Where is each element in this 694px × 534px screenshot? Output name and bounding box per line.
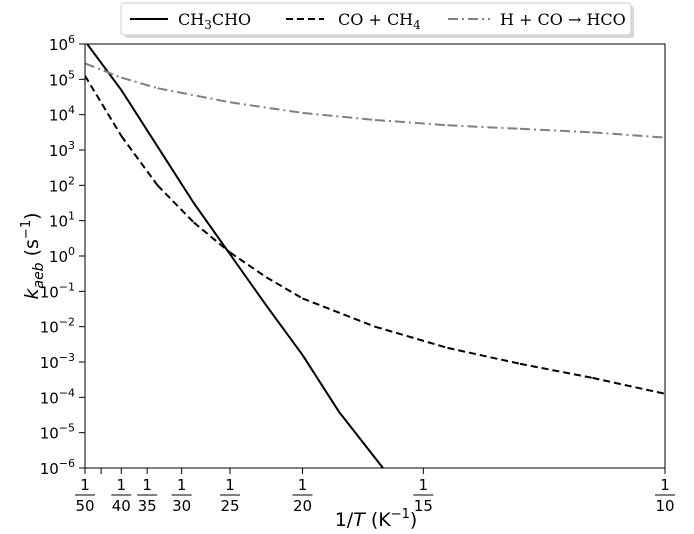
series-segment-ch3cho [192,202,231,255]
series-segment-h-co-hco [229,101,303,114]
series-segment-h-co-hco [519,127,593,134]
y-tick-label: 104 [49,104,75,125]
y-tick-label: 101 [49,210,75,231]
y-tick-label: 102 [49,174,75,195]
series-segment-h-co-hco [302,111,376,121]
y-tick-label: 10−6 [40,457,75,478]
series-segment-ch3cho [156,145,195,204]
x-tick-denominator: 25 [220,497,239,515]
series-segment-h-co-hco [157,87,231,104]
series-segment-co-ch4 [193,221,231,254]
series-segment-co-ch4 [519,362,593,379]
series-segment-ch3cho [337,410,384,468]
series-segment-ch3cho [229,253,268,307]
series-segment-co-ch4 [229,251,267,279]
x-tick-numerator: 1 [116,476,126,494]
y-tick-label: 10−4 [40,386,75,407]
y-tick-label: 10−3 [40,351,75,372]
legend-label-hco: H + CO → HCO [500,10,626,29]
x-tick-numerator: 1 [419,476,429,494]
y-tick-label: 10−2 [40,316,75,337]
y-tick-label: 10−1 [40,280,75,301]
series-lines [85,44,665,468]
series-segment-h-co-hco [120,76,158,90]
series-segment-ch3cho [301,354,340,413]
series-segment-ch3cho [86,44,123,91]
x-tick-denominator: 30 [172,497,191,515]
series-segment-co-ch4 [374,325,448,349]
series-segment-ch3cho [265,304,304,356]
series-segment-h-co-hco [592,131,665,139]
series-segment-co-ch4 [302,297,376,328]
plot-frame [84,43,666,469]
x-tick-numerator: 1 [298,476,308,494]
y-tick-label: 100 [49,245,75,266]
y-tick-label: 10−5 [40,422,75,443]
x-tick-denominator: 10 [655,497,674,515]
x-tick-numerator: 1 [80,476,90,494]
x-tick-numerator: 1 [142,476,152,494]
series-segment-ch3cho [120,89,159,148]
series-segment-co-ch4 [120,135,159,186]
y-tick-label: 103 [49,139,75,160]
legend-box [120,2,632,36]
x-axis-label: 1/T (K−1) [335,507,418,531]
y-tick-label: 105 [49,68,75,89]
y-tick-label: 106 [49,33,75,54]
series-segment-h-co-hco [374,118,448,127]
x-tick-denominator: 15 [414,497,433,515]
series-segment-co-ch4 [156,184,195,224]
series-segment-co-ch4 [447,346,521,365]
x-tick-denominator: 20 [293,497,312,515]
y-axis-ticks: 10−6 10−5 10−4 10−3 10−2 10−1 100 101 102 103 104 1… [40,33,85,478]
series-segment-h-co-hco [85,62,122,79]
x-axis-ticks: 1 50 1 40 1 35 1 30 1 25 1 20 1 15 1 10 [75,468,675,515]
series-segment-co-ch4 [592,376,665,395]
x-tick-denominator: 40 [112,497,131,515]
y-axis-label: kaeb (s−1) [19,212,47,299]
x-tick-numerator: 1 [177,476,187,494]
x-tick-numerator: 1 [660,476,670,494]
series-segment-co-ch4 [85,75,123,137]
series-segment-co-ch4 [265,276,304,300]
x-tick-denominator: 50 [75,497,94,515]
legend-label-co-ch4: CO + CH4 [338,10,421,32]
series-segment-h-co-hco [447,124,521,130]
legend: CH3CHO CO + CH4 H + CO → HCO [120,2,634,38]
legend-label-ch3cho: CH3CHO [178,10,251,32]
x-tick-numerator: 1 [225,476,235,494]
x-tick-denominator: 35 [138,497,157,515]
